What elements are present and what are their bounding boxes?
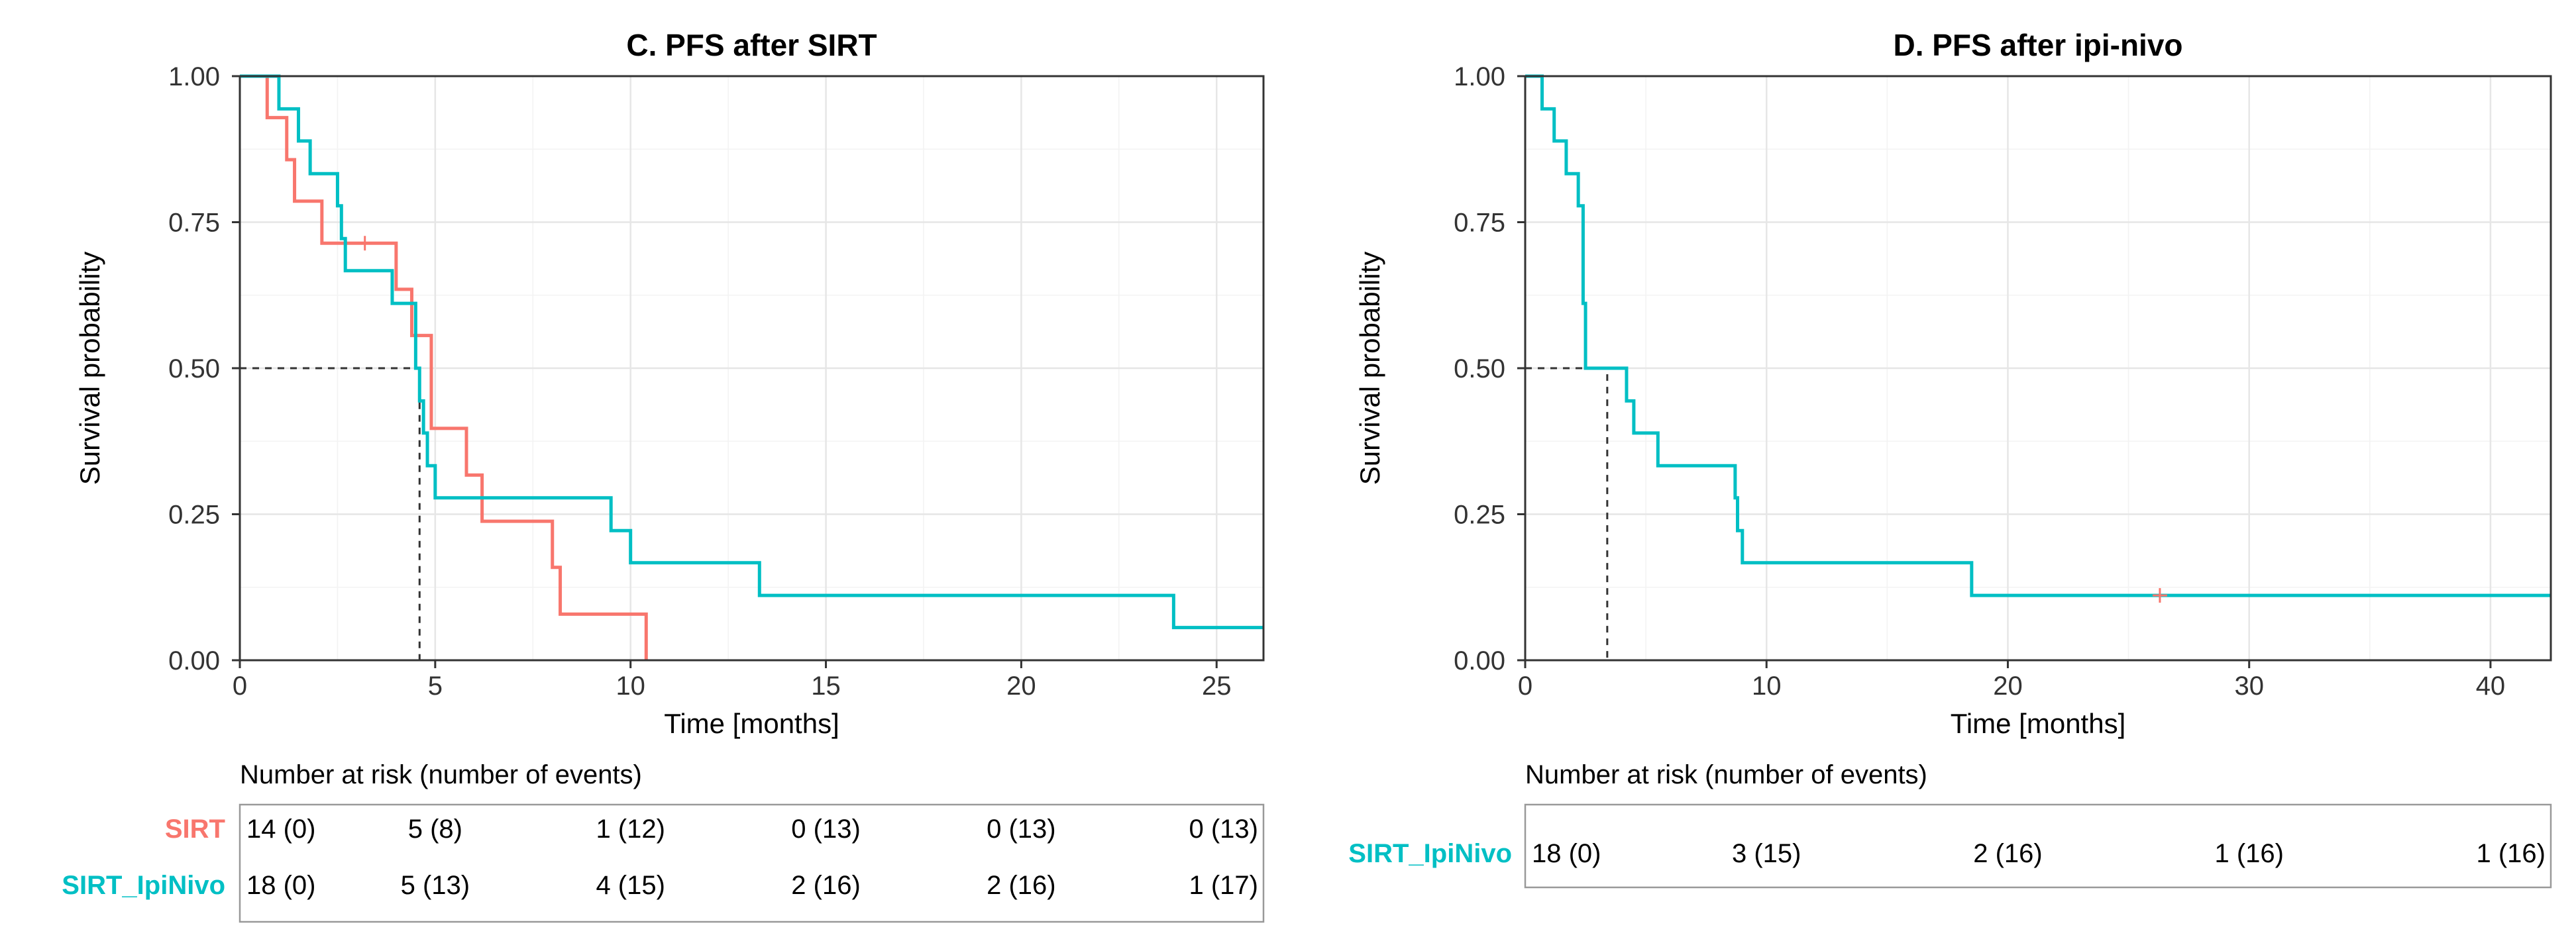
x-tick-label: 20 xyxy=(1006,671,1036,701)
risk-table: Number at risk (number of events) SIRT_Ip… xyxy=(1348,760,2552,889)
series-sirt-ipinivo xyxy=(1525,74,2551,603)
risk-cell: 5 (8) xyxy=(408,815,462,844)
survival-curve xyxy=(1525,74,2551,597)
risk-cell: 1 (17) xyxy=(1189,871,1259,900)
risk-cell: 2 (16) xyxy=(791,871,861,900)
x-axis-label: Time [months] xyxy=(664,708,839,739)
series-sirt xyxy=(240,74,648,660)
x-axis-label: Time [months] xyxy=(1951,708,2126,739)
risk-cell: 18 (0) xyxy=(246,871,316,900)
x-tick-label: 10 xyxy=(1752,671,1782,701)
x-tick-label: 5 xyxy=(428,671,443,701)
risk-cell: 0 (13) xyxy=(1189,815,1259,844)
x-tick-label: 20 xyxy=(1993,671,2023,701)
risk-row-label: SIRT_IpiNivo xyxy=(1348,839,1512,868)
risk-table-title: Number at risk (number of events) xyxy=(1525,760,1927,789)
censor-mark xyxy=(357,236,372,251)
y-axis-label: Survival probability xyxy=(74,252,105,485)
y-tick-label: 1.00 xyxy=(168,62,220,91)
risk-row-label: SIRT xyxy=(165,815,225,844)
x-tick-label: 30 xyxy=(2234,671,2264,701)
y-tick-label: 0.50 xyxy=(168,354,220,383)
x-tick-label: 0 xyxy=(233,671,247,701)
risk-cell: 3 (15) xyxy=(1732,839,1801,868)
risk-table-box xyxy=(1524,803,2552,889)
risk-row-label: SIRT_IpiNivo xyxy=(62,871,225,900)
risk-table-title: Number at risk (number of events) xyxy=(240,760,642,789)
y-tick-label: 0.00 xyxy=(1454,646,1505,675)
chart-pfs-after-ipi-nivo: D. PFS after ipi-nivo 0 10 20 30 40 0.00 0.25 0.… xyxy=(1348,28,2552,889)
x-tick-label: 40 xyxy=(2476,671,2506,701)
x-tick-label: 10 xyxy=(616,671,645,701)
chart-title: D. PFS after ipi-nivo xyxy=(1893,28,2182,62)
x-tick-label: 15 xyxy=(811,671,841,701)
risk-cell: 1 (12) xyxy=(596,815,665,844)
y-tick-label: 0.75 xyxy=(168,209,220,238)
x-tick-label: 25 xyxy=(1202,671,1232,701)
x-tick-label: 0 xyxy=(1518,671,1532,701)
risk-cell: 2 (16) xyxy=(987,871,1056,900)
y-tick-label: 1.00 xyxy=(1454,62,1505,91)
y-tick-label: 0.25 xyxy=(1454,501,1505,530)
risk-cell: 18 (0) xyxy=(1532,839,1601,868)
risk-table-box xyxy=(239,803,1265,923)
chart-pfs-after-sirt: C. PFS after SIRT 0 5 10 15 20 25 0.00 0.25 0.50 0… xyxy=(62,28,1265,923)
censor-mark xyxy=(2152,588,2167,603)
y-tick-label: 0.50 xyxy=(1454,354,1505,383)
risk-cell: 5 (13) xyxy=(401,871,470,900)
chart-title: C. PFS after SIRT xyxy=(626,28,877,62)
y-tick-label: 0.00 xyxy=(168,646,220,675)
risk-cell: 0 (13) xyxy=(987,815,1056,844)
y-tick-label: 0.25 xyxy=(168,501,220,530)
survival-curve xyxy=(240,74,648,660)
risk-cell: 14 (0) xyxy=(246,815,316,844)
risk-cell: 4 (15) xyxy=(596,871,665,900)
y-tick-label: 0.75 xyxy=(1454,209,1505,238)
risk-cell: 2 (16) xyxy=(1973,839,2043,868)
risk-cell: 1 (16) xyxy=(2477,839,2546,868)
risk-cell: 1 (16) xyxy=(2214,839,2284,868)
risk-table: Number at risk (number of events) SIRT 14 … xyxy=(62,760,1265,923)
risk-cell: 0 (13) xyxy=(791,815,861,844)
y-axis-label: Survival probability xyxy=(1354,252,1385,485)
survival-curve xyxy=(240,74,1263,630)
series-sirt-ipinivo xyxy=(240,74,1263,630)
